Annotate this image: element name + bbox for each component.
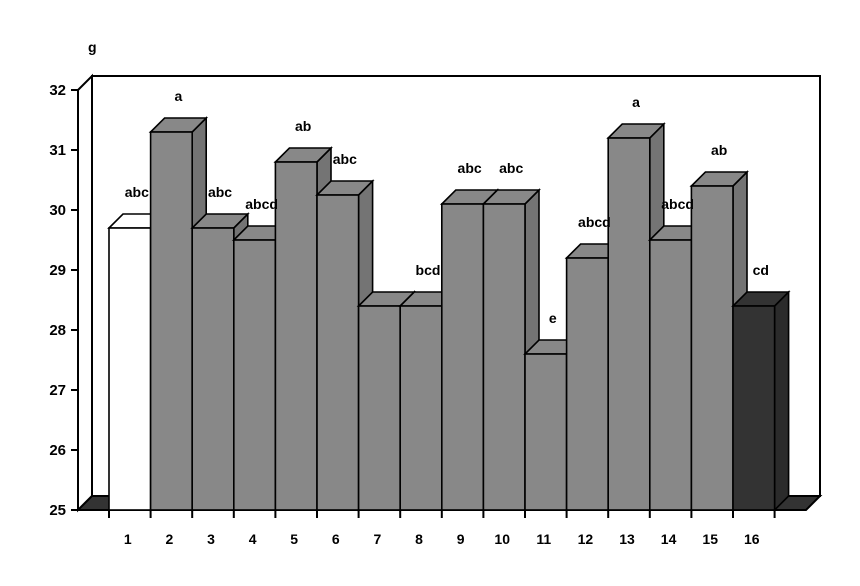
bar-annotation-label: abc [125,184,149,200]
y-tick-label: 30 [49,202,66,219]
x-tick-label: 1 [124,531,132,547]
x-tick-label: 9 [457,531,465,547]
x-tick-label: 3 [207,531,215,547]
y-axis-unit-label: g [88,39,97,55]
bar-front-face [565,257,609,511]
bar-annotation-label: abc [499,160,523,176]
x-tick-label: 16 [744,531,760,547]
x-tick-label: 2 [166,531,174,547]
x-tick-label: 8 [415,531,423,547]
bar-annotation-label: cd [753,262,769,278]
bar-annotation-label: a [632,94,640,110]
bar-annotation-label: e [549,310,557,326]
bar-front-face [690,185,734,511]
y-tick-label: 29 [49,262,66,279]
bar-annotation-label: a [175,88,183,104]
bar-front-face [316,194,360,511]
x-tick-label: 13 [619,531,635,547]
y-tick-label: 32 [49,82,66,99]
x-tick-label: 11 [536,531,551,547]
x-tick-label: 15 [702,531,718,547]
bar-annotation-label: abcd [661,196,694,212]
bar-annotation-label: abcd [245,196,278,212]
bar-front-face [482,203,526,511]
x-tick-label: 10 [494,531,510,547]
bar-annotation-label: abc [333,151,357,167]
bar-front-face [524,353,568,511]
bar-front-face [274,161,318,511]
bar-front-face [149,131,194,511]
bar-side-face [773,290,790,512]
bar-annotation-label: abc [458,160,482,176]
bar-front-face [399,305,443,511]
x-tick-label: 5 [290,531,298,547]
side-wall [77,73,93,513]
bars [107,116,791,512]
x-tick-label: 7 [374,531,382,547]
x-tick-label: 14 [661,531,677,547]
bar-annotation-label: ab [295,118,311,134]
bar-annotation-label: bcd [416,262,441,278]
x-tick-label: 6 [332,531,340,547]
bar-front-face [108,227,152,511]
bar-16 [731,290,791,512]
bar-annotation-label: abcd [578,214,611,230]
bar-front-face [607,137,651,511]
y-tick-label: 27 [49,382,66,399]
y-tick-label: 31 [49,142,66,159]
bar-front-face [440,203,485,511]
bar-front-face [648,239,693,511]
y-tick-label: 25 [49,502,66,519]
x-tick-label: 12 [578,531,594,547]
bar-front-face [732,305,776,511]
bar-front-face [357,305,402,511]
bar-front-face [233,239,277,511]
bar-front-face [191,227,235,511]
y-tick-label: 28 [49,322,66,339]
y-tick-label: 26 [49,442,66,459]
x-tick-label: 4 [249,531,257,547]
bar-annotation-label: ab [711,142,727,158]
bar-annotation-label: abc [208,184,232,200]
